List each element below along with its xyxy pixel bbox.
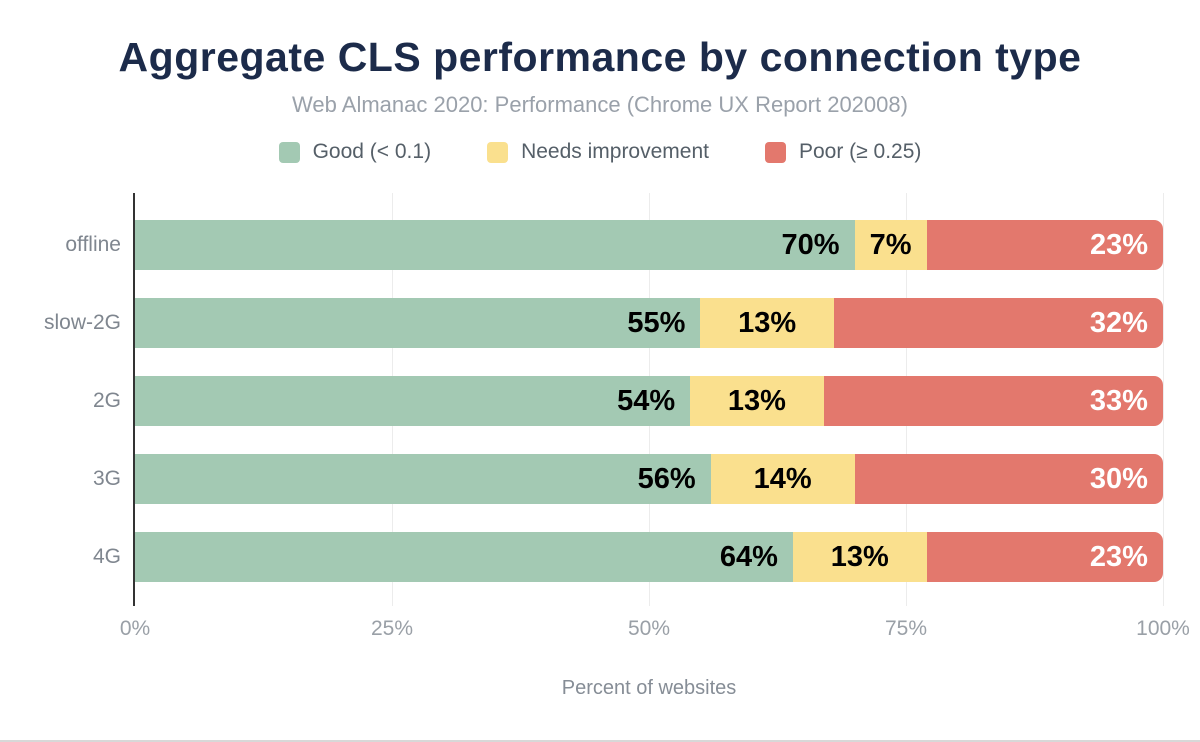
x-tick-label: 25% bbox=[370, 617, 414, 640]
legend-label: Good (< 0.1) bbox=[312, 140, 432, 163]
bar-segment: 13% bbox=[792, 532, 927, 582]
bar-row-3G: 3G 56% 14% 30% bbox=[93, 454, 1163, 504]
bar-segment: 55% bbox=[135, 298, 701, 348]
plot-area: offline 70% 7% 23% slow-2G 55% 13% 32% 2G 54% 13% 3… bbox=[44, 193, 1164, 606]
bar-value-label: 56% bbox=[637, 463, 696, 495]
bar-value-label: 13% bbox=[727, 385, 786, 417]
legend-swatch-icon bbox=[764, 141, 786, 163]
bar-value-label: 54% bbox=[617, 385, 676, 417]
x-axis-ticks: 0% 25% 50% 75% 100% bbox=[120, 617, 1190, 647]
legend-label: Poor (≥ 0.25) bbox=[798, 140, 922, 163]
legend: Good (< 0.1) Needs improvement Poor (≥ 0.2… bbox=[0, 140, 1200, 164]
x-tick-label: 50% bbox=[627, 617, 671, 640]
bar-segment: 13% bbox=[690, 376, 824, 426]
legend-label: Needs improvement bbox=[521, 140, 709, 163]
bar-value-label: 7% bbox=[869, 229, 912, 261]
chart-title: Aggregate CLS performance by connection … bbox=[118, 34, 1082, 80]
bar-value-label: 30% bbox=[1089, 463, 1148, 495]
bar-row-slow-2G: slow-2G 55% 13% 32% bbox=[44, 298, 1163, 348]
gridline bbox=[1162, 193, 1164, 606]
bar-value-label: 13% bbox=[830, 541, 889, 573]
bar-value-label: 13% bbox=[738, 307, 797, 339]
legend-swatch-icon bbox=[487, 141, 509, 163]
bar-segment: 56% bbox=[135, 454, 711, 504]
bar-value-label: 23% bbox=[1089, 229, 1148, 261]
bar-row-4G: 4G 64% 13% 23% bbox=[93, 532, 1163, 582]
y-axis-line bbox=[133, 193, 135, 606]
bar-segment: 30% bbox=[854, 454, 1163, 504]
bar-segment: 70% bbox=[135, 220, 855, 270]
bar-value-label: 14% bbox=[753, 463, 812, 495]
category-label: 4G bbox=[92, 545, 121, 568]
bar-value-label: 23% bbox=[1089, 541, 1148, 573]
legend-item-1: Needs improvement bbox=[487, 140, 709, 164]
x-tick-label: 0% bbox=[119, 617, 151, 640]
bar-value-label: 55% bbox=[627, 307, 686, 339]
bar-segment: 14% bbox=[710, 454, 855, 504]
bar-segment: 13% bbox=[700, 298, 835, 348]
legend-swatch-icon bbox=[278, 141, 300, 163]
bar-row-offline: offline 70% 7% 23% bbox=[65, 220, 1163, 270]
bar-value-label: 70% bbox=[781, 229, 840, 261]
bar-row-2G: 2G 54% 13% 33% bbox=[93, 376, 1163, 426]
x-tick-label: 75% bbox=[884, 617, 928, 640]
category-label: 2G bbox=[92, 389, 121, 412]
bar-segment: 54% bbox=[135, 376, 691, 426]
category-label: offline bbox=[65, 233, 121, 256]
bar-segment: 64% bbox=[135, 532, 793, 582]
legend-item-0: Good (< 0.1) bbox=[278, 140, 432, 164]
chart-subtitle: Web Almanac 2020: Performance (Chrome UX… bbox=[292, 92, 908, 117]
bar-value-label: 32% bbox=[1089, 307, 1148, 339]
bar-segment: 23% bbox=[926, 532, 1163, 582]
bar-segment: 32% bbox=[834, 298, 1163, 348]
x-axis-title: Percent of websites bbox=[561, 677, 737, 699]
bar-segment: 7% bbox=[854, 220, 927, 270]
bar-segment: 33% bbox=[823, 376, 1163, 426]
category-label: 3G bbox=[92, 467, 121, 490]
x-tick-label: 100% bbox=[1136, 617, 1190, 640]
bar-value-label: 33% bbox=[1089, 385, 1148, 417]
legend-item-2: Poor (≥ 0.25) bbox=[764, 140, 922, 164]
category-label: slow-2G bbox=[43, 311, 121, 334]
bar-segment: 23% bbox=[926, 220, 1163, 270]
bar-value-label: 64% bbox=[719, 541, 778, 573]
